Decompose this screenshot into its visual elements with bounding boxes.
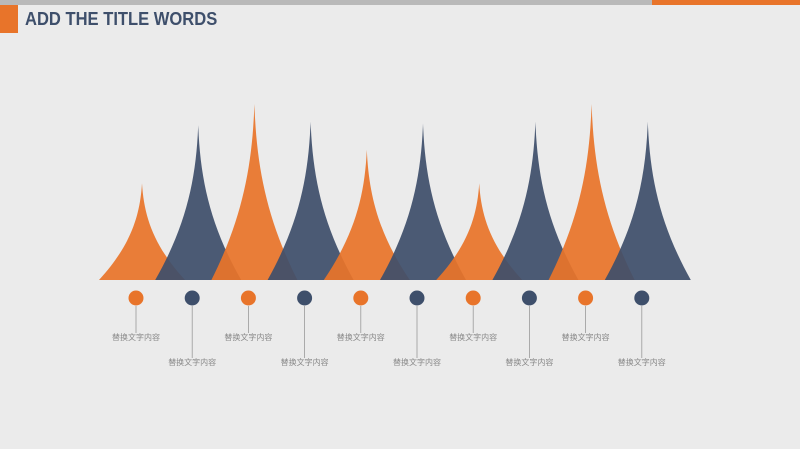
marker-dot-6 [409,290,425,306]
peak-3 [211,104,298,280]
peak-label-9: 替换文字内容 [562,332,610,342]
peak-7 [436,183,523,280]
peak-6 [380,123,466,280]
marker-dot-9 [578,290,594,306]
peak-label-8: 替换文字内容 [505,357,553,367]
page-title: ADD THE TITLE WORDS [25,9,218,29]
peak-label-4: 替换文字内容 [281,357,329,367]
peak-10 [604,121,691,280]
peak-label-3: 替换文字内容 [224,332,272,342]
peak-label-1: 替换文字内容 [112,332,160,342]
peak-1 [99,183,185,280]
top-accent-bar-orange [652,0,800,5]
marker-dot-3 [240,290,256,306]
peak-9 [548,104,635,280]
peak-label-6: 替换文字内容 [393,357,441,367]
peak-8 [492,121,579,280]
marker-dot-1 [128,290,144,306]
peak-5 [323,149,410,280]
peak-label-2: 替换文字内容 [168,357,216,367]
peak-4 [267,121,354,280]
peaks-layer [99,104,691,281]
marker-dot-7 [465,290,481,306]
peak-label-7: 替换文字内容 [449,332,497,342]
peak-label-5: 替换文字内容 [337,332,385,342]
marker-dot-8 [521,290,537,306]
peak-label-10: 替换文字内容 [618,357,666,367]
peak-2 [155,125,242,281]
top-accent-bar-gray [0,0,652,5]
marker-dot-5 [353,290,369,306]
marker-dot-10 [634,290,650,306]
marker-dot-2 [184,290,200,306]
marker-dot-4 [297,290,313,306]
markers-layer: 替换文字内容替换文字内容替换文字内容替换文字内容替换文字内容替换文字内容替换文字… [112,290,666,367]
title-accent-square [0,5,18,33]
